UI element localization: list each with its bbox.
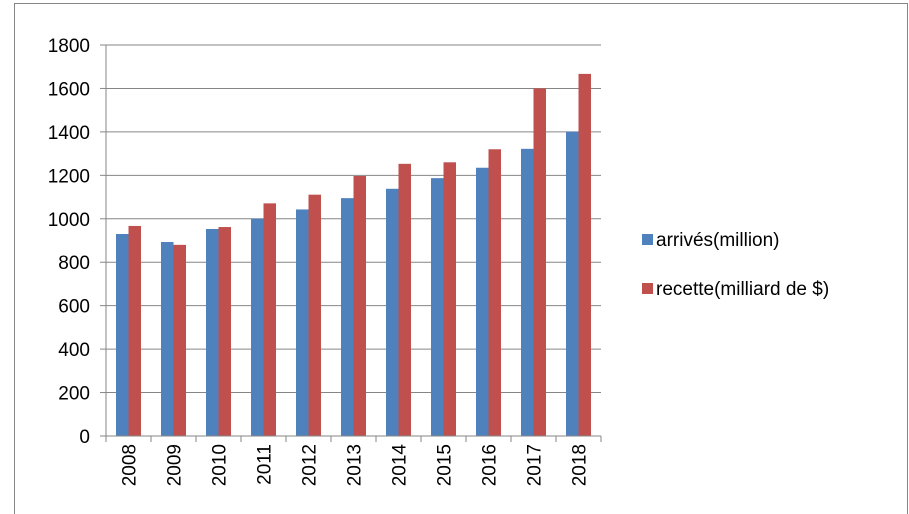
y-tick-label: 200 — [58, 384, 90, 405]
bar-2015-series-2 — [443, 162, 456, 437]
bar-2013-series-2 — [353, 175, 366, 437]
bar-2009-series-2 — [173, 244, 186, 436]
bar-2014-series-2 — [398, 163, 411, 436]
legend-swatch-series-2 — [642, 283, 653, 294]
bar-2014-series-1 — [386, 188, 399, 436]
x-tick-label: 2016 — [480, 444, 501, 486]
chart-border — [14, 3, 908, 514]
bar-2016-series-1 — [476, 167, 489, 436]
x-tick-label: 2013 — [345, 444, 366, 486]
bar-2012-series-1 — [296, 209, 309, 436]
bar-2011-series-1 — [251, 218, 264, 436]
x-axis-tick-labels: 2008 2009 2010 2011 2012 2013 2014 2015 2016 2017… — [120, 444, 591, 487]
bar-2013-series-1 — [341, 198, 354, 436]
x-tick-label: 2011 — [255, 444, 276, 485]
y-axis-tick-labels: 0 200 400 600 800 1000 1200 1400 1600 1800 — [48, 36, 90, 448]
x-tick-label: 2017 — [525, 444, 546, 486]
y-tick-label: 1400 — [48, 123, 90, 144]
y-tick-label: 0 — [79, 427, 90, 448]
x-tick-label: 2018 — [570, 444, 591, 486]
y-tick-label: 1000 — [48, 210, 90, 231]
bar-2010-series-2 — [218, 227, 231, 436]
x-tick-label: 2008 — [120, 444, 141, 486]
bar-2018-series-1 — [566, 131, 579, 436]
bar-2008-series-2 — [128, 225, 141, 436]
legend-swatch-series-1 — [642, 234, 653, 245]
y-tick-label: 1200 — [48, 166, 90, 187]
bar-2016-series-2 — [488, 149, 501, 436]
legend-label-series-1: arrivés(million) — [656, 230, 780, 251]
bar-2012-series-2 — [308, 194, 321, 436]
bar-2017-series-2 — [533, 88, 546, 436]
bar-2018-series-2 — [578, 73, 591, 436]
legend: arrivés(million) recette(milliard de $) — [642, 230, 829, 300]
y-tick-label: 600 — [58, 297, 90, 318]
y-tick-label: 800 — [58, 253, 90, 274]
y-tick-label: 1800 — [48, 36, 90, 57]
x-tick-label: 2009 — [165, 444, 186, 486]
x-tick-label: 2012 — [300, 444, 321, 486]
x-tick-label: 2015 — [435, 444, 456, 486]
y-tick-label: 400 — [58, 340, 90, 361]
x-tick-label: 2014 — [390, 444, 411, 487]
axes — [100, 44, 602, 442]
legend-label-series-2: recette(milliard de $) — [656, 279, 829, 300]
bar-2008-series-1 — [116, 233, 129, 436]
x-tick-label: 2010 — [210, 444, 231, 486]
bar-2017-series-1 — [521, 148, 534, 437]
bar-2009-series-1 — [161, 242, 174, 436]
bar-2011-series-2 — [263, 203, 276, 436]
bar-2015-series-1 — [431, 178, 444, 436]
y-tick-label: 1600 — [48, 79, 90, 100]
bar-2010-series-1 — [206, 228, 219, 436]
bars — [116, 73, 591, 437]
